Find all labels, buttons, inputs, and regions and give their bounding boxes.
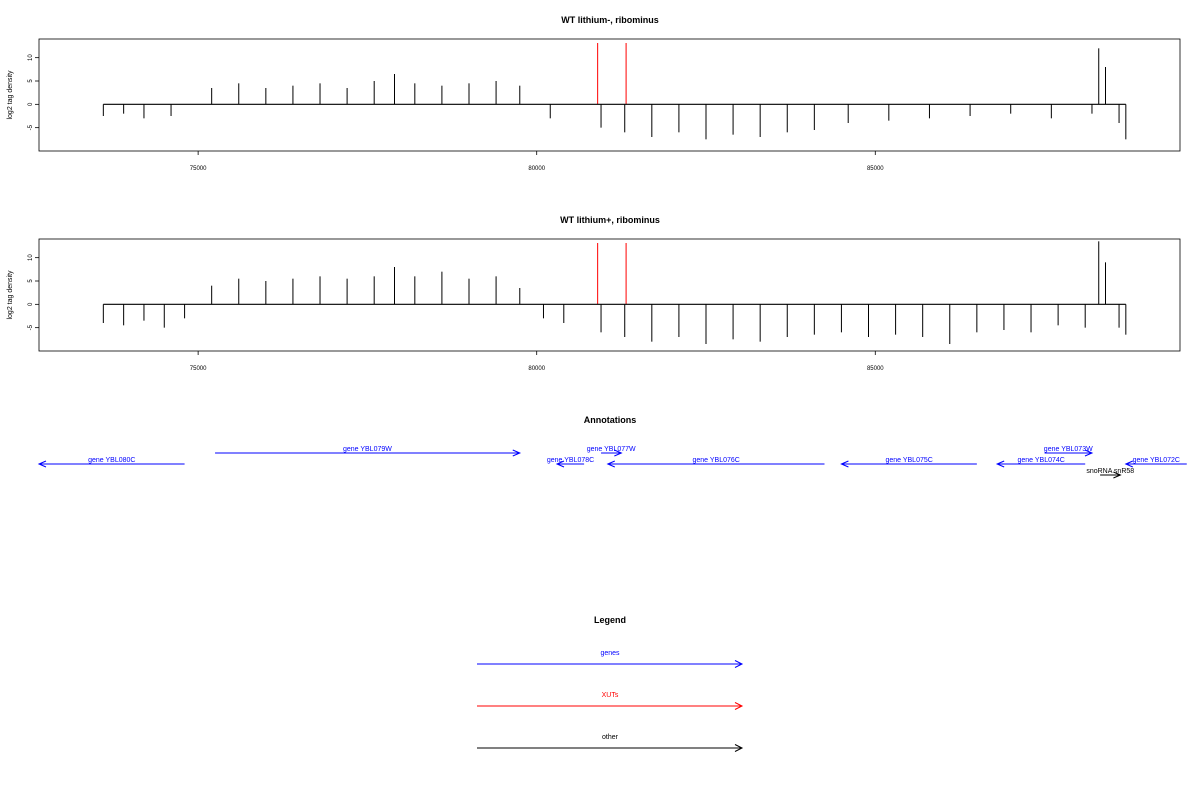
arrow-icon <box>555 460 565 468</box>
feature: gene YBL074C <box>995 457 1086 468</box>
y-axis-label: log2 tag density <box>7 70 14 120</box>
arrow-icon <box>1084 449 1094 457</box>
arrow-icon <box>606 460 616 468</box>
y-tick-label: -5 <box>28 324 34 330</box>
y-tick-label: 10 <box>28 254 34 261</box>
feature: gene YBL075C <box>840 457 977 468</box>
x-tick-label: 75000 <box>190 366 207 372</box>
arrow-icon <box>840 460 849 468</box>
xut-markers <box>597 43 627 105</box>
feature-label: gene YBL078C <box>547 457 594 464</box>
feature-label: gene YBL077W <box>587 446 636 453</box>
legend: Legend genes XUTs other <box>477 615 744 752</box>
panel-lithium-minus: WT lithium-, ribominus log2 tag density … <box>7 15 1181 172</box>
plot-frame <box>38 238 1181 352</box>
arrow-icon <box>1124 460 1134 468</box>
arrow-icon <box>1113 471 1122 479</box>
panel-lithium-plus: WT lithium+, ribominus log2 tag density … <box>7 215 1181 372</box>
feature: gene YBL078C <box>547 457 594 468</box>
legend-label: genes <box>600 650 620 657</box>
x-tick-label: 85000 <box>867 166 884 172</box>
y-tick-label: 5 <box>28 279 34 283</box>
plot-frame <box>38 38 1181 152</box>
feature-label: gene YBL074C <box>1018 457 1065 464</box>
feature: gene YBL073W <box>1044 446 1094 457</box>
feature-label: gene YBL072C <box>1133 457 1180 464</box>
legend-label: other <box>602 734 619 741</box>
feature-label: snoRNA snR58 <box>1086 468 1134 475</box>
y-tick-label: 5 <box>28 79 34 83</box>
feature: gene YBL077W <box>587 446 636 457</box>
feature: gene YBL079W <box>215 446 522 457</box>
axes: -5 0 5 10 75000 80000 85000 <box>28 254 1126 372</box>
y-axis-label: log2 tag density <box>7 270 14 320</box>
arrow-icon <box>512 449 522 457</box>
signal-bars <box>102 241 1127 344</box>
panel-title: WT lithium-, ribominus <box>561 15 659 25</box>
legend-item: genes <box>477 650 744 668</box>
y-tick-label: 0 <box>28 102 34 106</box>
arrow-icon <box>734 660 744 668</box>
y-tick-label: 0 <box>28 302 34 306</box>
x-tick-label: 80000 <box>528 366 545 372</box>
feature: gene YBL072C <box>1124 457 1187 468</box>
legend-item: XUTs <box>477 692 744 710</box>
panel-title: WT lithium+, ribominus <box>560 215 660 225</box>
signal-bars <box>102 48 1127 140</box>
legend-item: other <box>477 734 744 752</box>
feature-label: gene YBL073W <box>1044 446 1093 453</box>
feature: gene YBL080C <box>37 457 185 468</box>
arrow-icon <box>734 702 744 710</box>
arrow-icon <box>734 744 744 752</box>
feature-label: gene YBL079W <box>343 446 392 453</box>
arrow-icon <box>37 460 47 468</box>
feature-label: gene YBL076C <box>692 457 739 464</box>
legend-items: genes XUTs other <box>477 650 744 752</box>
feature: gene YBL076C <box>606 457 825 468</box>
legend-title: Legend <box>594 615 626 625</box>
feature-label: gene YBL075C <box>885 457 932 464</box>
axes: -5 0 5 10 75000 80000 85000 <box>28 54 1126 172</box>
feature-list: gene YBL080C gene YBL079W gene YBL078C gene… <box>37 446 1187 479</box>
arrow-icon <box>995 460 1005 468</box>
arrow-icon <box>614 449 623 457</box>
legend-label: XUTs <box>602 692 619 699</box>
xut-markers <box>597 243 627 305</box>
x-tick-label: 85000 <box>867 366 884 372</box>
y-tick-label: -5 <box>28 124 34 130</box>
x-tick-label: 80000 <box>528 166 545 172</box>
feature-label: gene YBL080C <box>88 457 135 464</box>
y-tick-label: 10 <box>28 54 34 61</box>
feature: snoRNA snR58 <box>1086 468 1134 479</box>
annotations-title: Annotations <box>584 415 637 425</box>
x-tick-label: 75000 <box>190 166 207 172</box>
